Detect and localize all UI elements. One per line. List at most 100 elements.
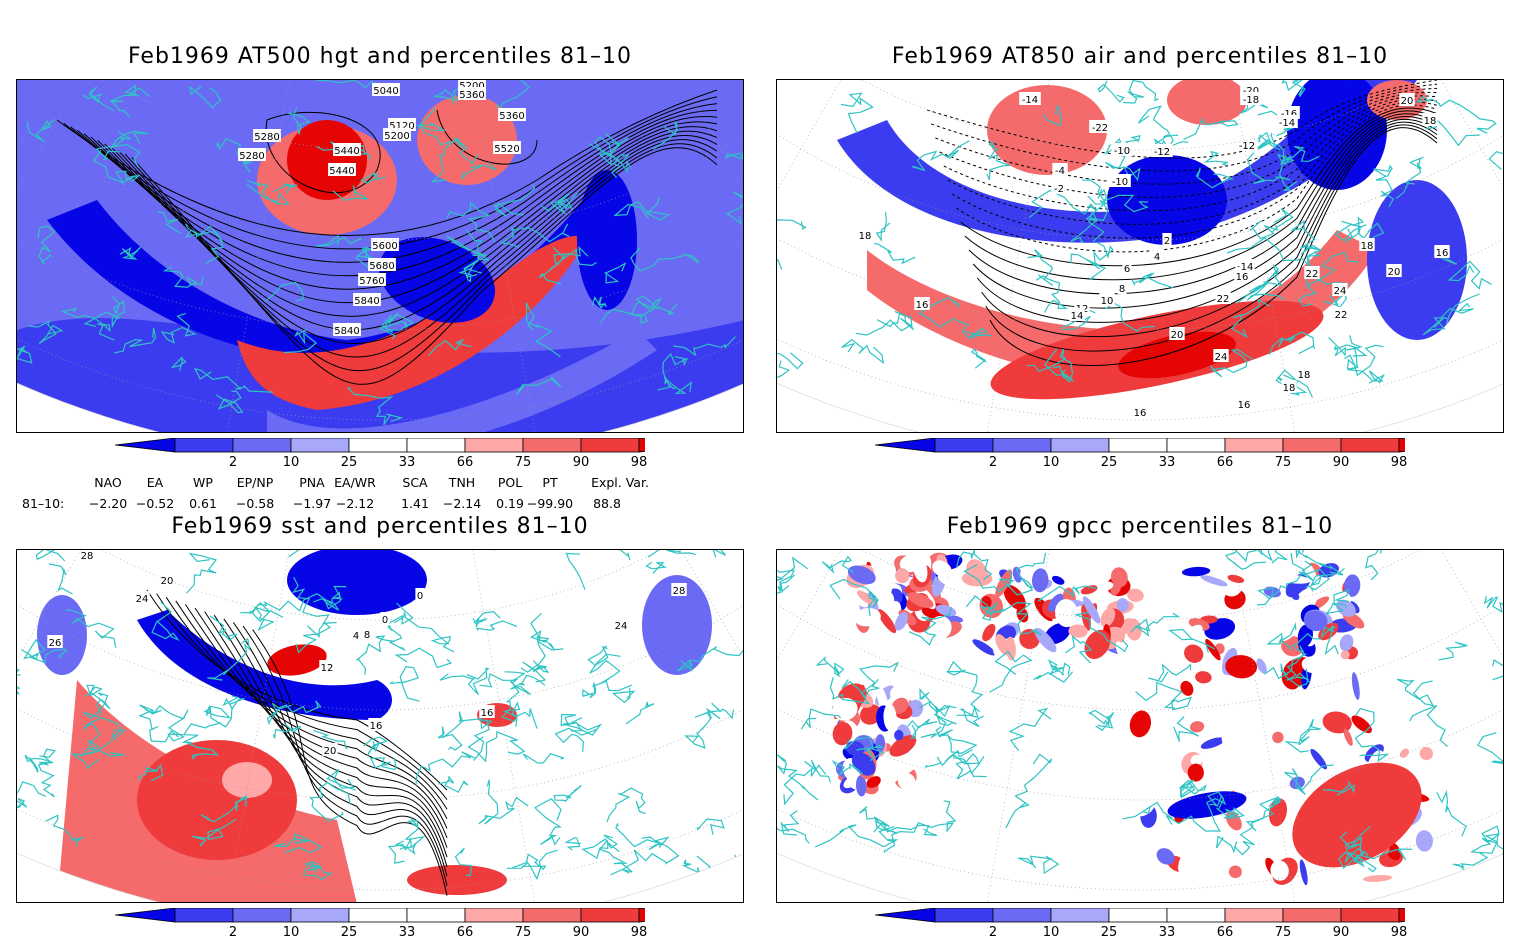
gpcc-patch-47 [875,734,885,752]
colorbar-segment-4 [407,908,465,922]
colorbar-tri-left [875,908,935,922]
hgt-contour-label-7: 5360 [499,111,524,122]
colorbar-segment-0 [935,438,993,452]
sst-contour-label-9: 20 [324,746,337,757]
colorbar-label: 10 [283,925,300,940]
colorbar-segment-3 [1109,908,1167,922]
hgt-contour-label-2: 5280 [254,132,279,143]
colorbar-segment-3 [349,908,407,922]
colorbar-label: 33 [1159,925,1176,940]
colorbar-segment-4 [407,438,465,452]
colorbar-segment-1 [233,908,291,922]
colorbar-segment-6 [1283,908,1341,922]
air-contour-label-22: 18 [859,231,872,242]
sst-warm-core [137,740,297,860]
colorbar-segment-7 [1341,438,1399,452]
colorbar-label: 2 [229,455,237,470]
hgt-contour-label-0: 5040 [373,86,398,97]
sst-contour-label-11: 28 [673,586,686,597]
hgt-contour-label-13: 5760 [359,276,384,287]
air-contour-label-6: -10 [1112,177,1128,188]
colorbar-segment-0 [175,908,233,922]
colorbar-segment-7 [581,908,639,922]
colorbar-label: 66 [1217,925,1234,940]
colorbar-segment-6 [1283,438,1341,452]
map-layer: -14-20-18-16-14-12-10-22-12-10-4-2-22468… [777,80,1504,433]
colorbar-label: 90 [573,925,590,940]
air-contour-label-31: 24 [1215,352,1228,363]
air-contour-label-24: 16 [916,300,929,311]
air-contour-label-33: 20 [1171,330,1184,341]
air-contour-label-21: 16 [1236,272,1249,283]
colorbar-label: 25 [1101,455,1118,470]
air-contour-label-29: 22 [1217,294,1230,305]
colorbar-label: 10 [283,455,300,470]
index-value: −2.14 [443,496,481,511]
air-contour-label-16: 8 [1119,284,1125,295]
air-contour-label-26: 16 [1436,248,1449,259]
colorbar-label: 98 [1391,455,1408,470]
sst-warm-med [407,865,507,895]
air-contour-label-10: -4 [1055,166,1065,177]
index-header: PT [542,475,557,490]
hgt-contour-label-8: 5440 [334,146,359,157]
index-value: −2.12 [336,496,374,511]
colorbar-tri-right [639,438,645,452]
colorbar-segment-0 [175,438,233,452]
colorbar-label: 66 [457,455,474,470]
colorbar-label: 90 [1333,925,1350,940]
colorbar-segment-2 [1051,438,1109,452]
sst-contour-label-0: 28 [81,551,94,562]
colorbar-label: 25 [1101,925,1118,940]
colorbar-label: 75 [515,925,532,940]
hgt-contour-label-10: 5520 [494,144,519,155]
index-header: PNA [299,475,324,490]
sst-contour-label-7: 12 [321,663,334,674]
colorbar-label: 10 [1043,925,1060,940]
colorbar-segment-6 [523,908,581,922]
colorbar-segment-4 [1167,908,1225,922]
sst-contour-label-13: 0 [417,591,423,602]
air-contour-label-17: 10 [1101,296,1114,307]
air-contour-label-28: 22 [1306,269,1319,280]
air-contour-label-7: -22 [1092,123,1108,134]
air-contour-label-9: -10 [1114,146,1130,157]
sst-warm-spot [222,762,272,798]
colorbar-segment-2 [1051,908,1109,922]
air-contour-label-36: 16 [1134,408,1147,419]
sst-contour-label-6: 8 [364,630,370,641]
air-contour-label-14: 4 [1154,252,1160,263]
hgt-contour-label-15: 5840 [334,326,359,337]
index-value: −1.97 [293,496,331,511]
index-value: −2.20 [89,496,127,511]
colorbar-segment-3 [1109,438,1167,452]
sst-contour-label-2: 26 [49,638,62,649]
hgt-contour-label-9: 5440 [329,166,354,177]
sst-contour-label-5: 4 [353,631,359,642]
index-header: TNH [449,475,475,490]
colorbar-segment-1 [993,438,1051,452]
panel-title-air850: Feb1969 AT850 air and percentiles 81–10 [776,44,1504,69]
colorbar-segment-6 [523,438,581,452]
air-contour-label-8: -12 [1154,147,1170,158]
air-contour-label-12: -2 [1054,184,1064,195]
air-contour-label-15: 6 [1124,264,1130,275]
colorbar-segment-7 [581,438,639,452]
index-value: −99.90 [527,496,573,511]
sst-contour-label-4: 0 [382,615,388,626]
air-contour-label-19: 14 [1071,311,1084,322]
air-contour-label-25: 14 [1241,262,1254,273]
air-contour-label-0: -14 [1022,95,1038,106]
colorbar-label: 10 [1043,455,1060,470]
colorbar-label: 2 [989,455,997,470]
sst-contour-label-8: 16 [370,721,383,732]
sst-contour-label-1: 24 [136,594,149,605]
index-value: 0.61 [189,496,217,511]
colorbar-label: 66 [457,925,474,940]
colorbar-segment-5 [465,438,523,452]
